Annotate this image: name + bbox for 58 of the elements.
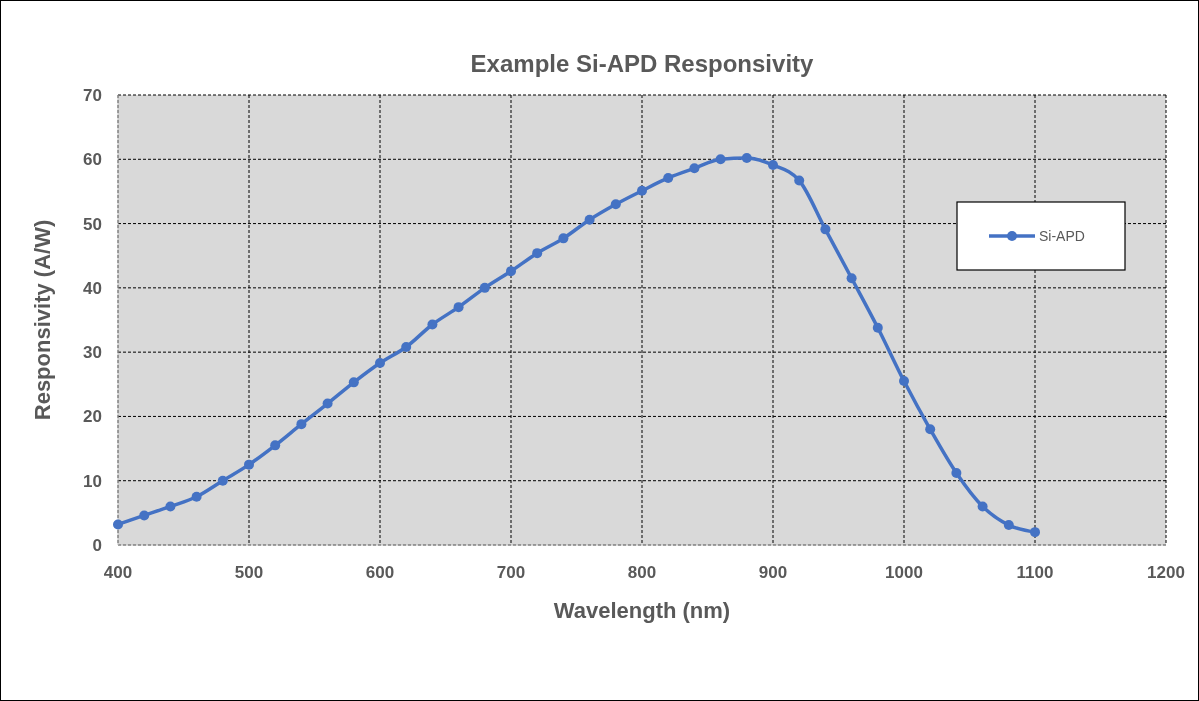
point xyxy=(977,501,988,512)
chart-title: Example Si-APD Responsivity xyxy=(470,50,815,77)
x-axis-title: Wavelength (nm) xyxy=(553,598,731,623)
point xyxy=(558,233,569,244)
point xyxy=(820,224,831,235)
point xyxy=(270,440,281,451)
point xyxy=(1003,520,1014,531)
point xyxy=(637,185,647,196)
y-tick-label: 30 xyxy=(83,343,102,363)
point xyxy=(401,342,412,352)
point xyxy=(217,475,228,486)
y-tick-label: 10 xyxy=(83,471,102,491)
point xyxy=(375,358,385,369)
point xyxy=(348,377,359,388)
x-tick-label: 400 xyxy=(103,563,133,582)
y-tick-label: 40 xyxy=(83,278,102,298)
x-tick-label: 1000 xyxy=(885,563,923,582)
point xyxy=(113,519,123,530)
x-tick-label: 1200 xyxy=(1147,563,1185,582)
x-tick-label: 900 xyxy=(758,563,788,582)
point xyxy=(610,199,621,210)
point xyxy=(139,510,150,521)
x-tick-label: 700 xyxy=(496,563,526,582)
x-tick-label: 600 xyxy=(365,563,395,582)
point xyxy=(872,322,883,333)
point xyxy=(165,501,176,512)
y-tick-label: 70 xyxy=(83,85,102,105)
point xyxy=(925,424,936,435)
point xyxy=(532,248,543,259)
point xyxy=(663,172,674,183)
point xyxy=(427,319,438,330)
point xyxy=(899,376,909,387)
legend-label: Si-APD xyxy=(1039,227,1085,244)
y-axis-title: Responsivity (A/W) xyxy=(30,219,55,421)
point xyxy=(453,302,464,313)
point xyxy=(191,491,202,502)
point xyxy=(768,160,778,171)
y-tick-label: 0 xyxy=(92,535,102,555)
point xyxy=(584,214,595,225)
point xyxy=(846,273,857,284)
point xyxy=(244,459,254,470)
y-tick-label: 20 xyxy=(83,407,102,427)
point xyxy=(479,282,490,293)
point xyxy=(506,266,516,277)
legend: Si-APD xyxy=(956,201,1126,271)
point xyxy=(715,154,726,165)
x-tick-label: 500 xyxy=(234,563,264,582)
y-tick-label: 50 xyxy=(83,214,102,234)
point xyxy=(741,153,752,163)
point xyxy=(322,398,333,409)
point xyxy=(1030,527,1040,538)
point xyxy=(794,175,805,186)
x-tick-label: 800 xyxy=(627,563,657,582)
point xyxy=(689,163,700,174)
point xyxy=(296,419,307,430)
point xyxy=(951,468,962,478)
y-tick-label: 60 xyxy=(83,150,102,170)
x-tick-label: 1100 xyxy=(1016,563,1054,582)
